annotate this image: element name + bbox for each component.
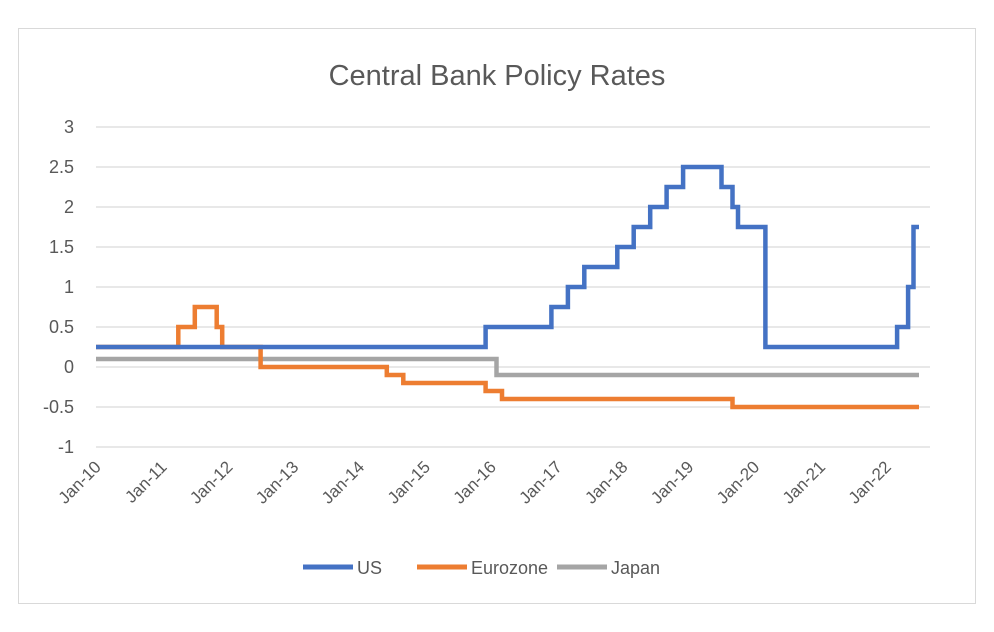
series-line-japan [96, 356, 919, 378]
x-tick-label: Jan-15 [384, 457, 434, 507]
y-tick-label: 0.5 [49, 317, 74, 337]
y-tick-label: 1.5 [49, 237, 74, 257]
x-axis-ticks: Jan-10 Jan-11 Jan-12 Jan-13 Jan-14 Jan-15 Jan-… [55, 457, 895, 507]
x-tick-label: Jan-22 [845, 457, 895, 507]
legend-label-eurozone: Eurozone [471, 558, 548, 578]
x-tick-label: Jan-19 [647, 457, 697, 507]
x-tick-label: Jan-21 [779, 457, 829, 507]
series-line-eurozone [96, 304, 919, 410]
chart-title: Central Bank Policy Rates [329, 60, 666, 92]
x-tick-label: Jan-10 [55, 457, 105, 507]
x-tick-label: Jan-13 [252, 457, 302, 507]
y-axis-ticks: 3 2.5 2 1.5 1 0.5 0 -0.5 -1 [43, 117, 74, 457]
legend-label-japan: Japan [611, 558, 660, 578]
y-tick-label: 2.5 [49, 157, 74, 177]
y-tick-label: 1 [64, 277, 74, 297]
x-tick-label: Jan-14 [318, 457, 368, 507]
legend: US Eurozone Japan [303, 558, 660, 578]
chart-frame [18, 28, 976, 604]
x-tick-label: Jan-11 [121, 457, 170, 506]
x-tick-label: Jan-18 [581, 457, 631, 507]
x-tick-label: Jan-12 [186, 457, 236, 507]
y-tick-label: -0.5 [43, 397, 74, 417]
y-tick-label: 3 [64, 117, 74, 137]
legend-label-us: US [357, 558, 382, 578]
y-tick-label: 0 [64, 357, 74, 377]
y-tick-label: 2 [64, 197, 74, 217]
series-lines [96, 164, 919, 410]
x-tick-label: Jan-20 [713, 457, 763, 507]
series-line-us [96, 164, 919, 350]
y-tick-label: -1 [58, 437, 74, 457]
x-tick-label: Jan-17 [516, 457, 566, 507]
x-tick-label: Jan-16 [450, 457, 500, 507]
